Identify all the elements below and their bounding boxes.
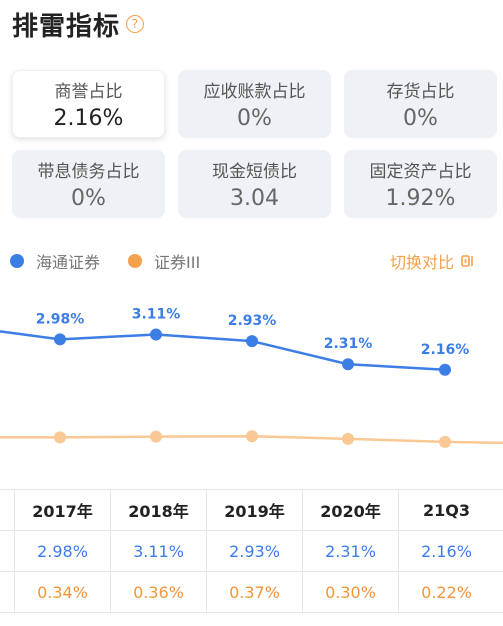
table-row: 0.34% 0.36% 0.37% 0.30% 0.22% xyxy=(0,572,503,613)
legend-dot xyxy=(128,254,143,268)
data-point[interactable] xyxy=(439,435,451,448)
table-spacer xyxy=(0,531,14,571)
table-cell: 0.34% xyxy=(14,572,110,612)
data-label: 3.11% xyxy=(132,306,181,322)
switch-compare-label: 切换对比 xyxy=(389,253,454,272)
table-cell: 2.98% xyxy=(14,531,110,571)
table-header: 2017年 xyxy=(14,490,110,530)
data-label: 2.16% xyxy=(421,342,470,358)
metric-card-goodwill[interactable]: 商誉占比 2.16% xyxy=(12,70,165,138)
metric-card-value: 2.16% xyxy=(53,106,124,131)
data-point[interactable] xyxy=(54,333,66,346)
data-label: 2.98% xyxy=(36,311,85,327)
legend-item-company: 海通证券 xyxy=(10,249,100,273)
metric-card-value: 3.04 xyxy=(230,186,279,211)
table-cell: 2.16% xyxy=(398,531,494,571)
table-cell: 0.30% xyxy=(302,572,398,612)
metric-card-label: 存货占比 xyxy=(386,82,455,102)
legend-label: 证券III xyxy=(154,253,201,272)
table-header: 2018年 xyxy=(110,490,206,530)
data-point[interactable] xyxy=(54,431,66,444)
metric-card-value: 0% xyxy=(403,106,438,131)
data-table: 2017年 2018年 2019年 2020年 21Q3 2.98% 3.11%… xyxy=(0,489,503,613)
table-cell: 2.93% xyxy=(206,531,302,571)
metric-card-inventory[interactable]: 存货占比 0% xyxy=(344,70,497,138)
metric-card-value: 0% xyxy=(237,106,272,131)
line-chart: 2.98% 3.11% 2.93% 2.31% 2.16% xyxy=(0,306,503,448)
legend-dot xyxy=(10,254,24,268)
table-cell: 3.11% xyxy=(110,531,206,571)
metric-card-value: 1.92% xyxy=(385,186,456,211)
metric-card-interest-debt[interactable]: 带息债务占比 0% xyxy=(12,150,165,218)
metric-card-receivables[interactable]: 应收账款占比 0% xyxy=(178,70,331,138)
metric-card-label: 商誉占比 xyxy=(54,82,123,102)
data-point[interactable] xyxy=(246,335,258,348)
metric-card-label: 应收账款占比 xyxy=(203,82,306,102)
table-cell: 0.36% xyxy=(110,572,206,612)
switch-icon xyxy=(460,253,476,269)
metric-cards: 商誉占比 2.16% 应收账款占比 0% 存货占比 0% 带息债务占比 0% 现… xyxy=(12,70,497,218)
switch-compare-button[interactable]: 切换对比 xyxy=(390,248,476,274)
chart-legend: 海通证券 证券III 切换对比 xyxy=(10,248,494,274)
legend-label: 海通证券 xyxy=(36,253,101,272)
metric-card-value: 0% xyxy=(71,186,106,211)
series-line xyxy=(0,330,446,372)
metric-card-label: 固定资产占比 xyxy=(369,162,472,182)
metric-card-label: 现金短债比 xyxy=(212,162,297,182)
table-header: 2020年 xyxy=(302,490,398,530)
table-spacer xyxy=(0,572,14,612)
help-icon[interactable]: ? xyxy=(126,15,145,33)
data-point[interactable] xyxy=(342,358,354,371)
table-cell: 0.37% xyxy=(206,572,302,612)
data-label: 2.93% xyxy=(228,313,277,329)
metric-card-fixed-assets[interactable]: 固定资产占比 1.92% xyxy=(344,150,497,218)
page-title: 排雷指标 xyxy=(12,11,121,42)
data-point[interactable] xyxy=(439,363,451,376)
legend-item-industry: 证券III xyxy=(128,249,200,273)
table-header: 21Q3 xyxy=(398,490,494,530)
table-row: 2.98% 3.11% 2.93% 2.31% 2.16% xyxy=(0,531,503,572)
data-point[interactable] xyxy=(246,430,258,443)
data-label: 2.31% xyxy=(324,336,373,352)
table-header: 2019年 xyxy=(206,490,302,530)
metric-card-cash-short-debt[interactable]: 现金短债比 3.04 xyxy=(178,150,331,218)
table-header-row: 2017年 2018年 2019年 2020年 21Q3 xyxy=(0,490,503,531)
data-point[interactable] xyxy=(150,328,162,341)
table-cell: 2.31% xyxy=(302,531,398,571)
data-point[interactable] xyxy=(150,430,162,443)
table-spacer xyxy=(0,490,14,530)
page-header: 排雷指标 ? xyxy=(12,6,145,42)
metric-card-label: 带息债务占比 xyxy=(37,162,140,182)
table-cell: 0.22% xyxy=(398,572,494,612)
data-point[interactable] xyxy=(342,432,354,445)
